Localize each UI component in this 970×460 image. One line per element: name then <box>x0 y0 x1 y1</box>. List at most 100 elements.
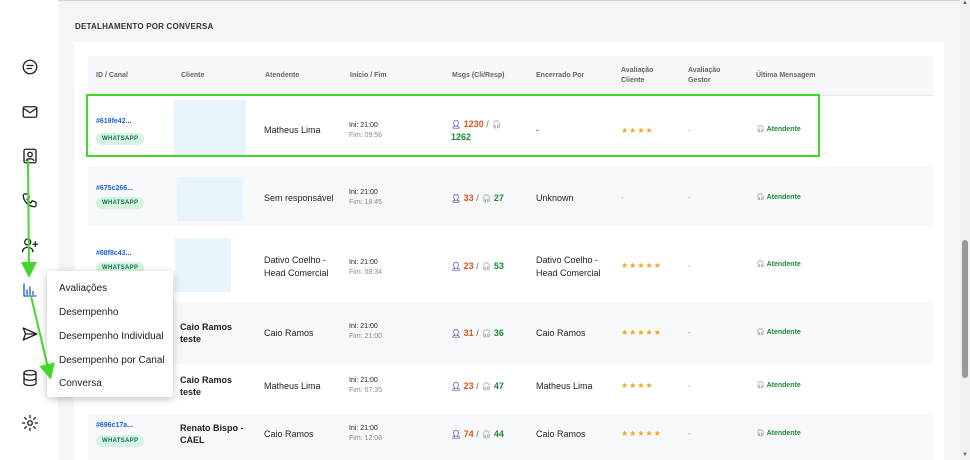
scroll-down-icon[interactable]: ▼ <box>962 452 968 458</box>
manager-rating: - <box>688 126 691 135</box>
gear-icon[interactable] <box>19 412 41 434</box>
ended-by: Caio Ramos <box>536 328 586 338</box>
phone-icon[interactable] <box>19 189 41 211</box>
headset-icon: 🎧︎ <box>756 194 765 201</box>
mail-icon[interactable] <box>19 101 41 123</box>
message-counts: 👤︎ 23 / 🎧︎ 53 <box>451 261 504 271</box>
menu-item-desempenho[interactable]: Desempenho <box>59 307 119 318</box>
menu-item-avaliacoes[interactable]: Avaliações <box>59 283 108 294</box>
table-row[interactable]: #696c17a... WHATSAPP Renato Bispo - CAEL… <box>88 414 933 460</box>
table-row[interactable]: Caio Ramos teste Caio Ramos Ini: 21:00 Fi… <box>88 302 933 364</box>
contact-card-icon[interactable] <box>19 145 41 167</box>
headset-icon: 🎧︎ <box>481 329 492 338</box>
headset-icon: 🎧︎ <box>756 382 765 389</box>
last-message: 🎧︎ Atendente <box>756 194 801 201</box>
menu-item-desempenho-por-canal[interactable]: Desempenho por Canal <box>59 355 165 366</box>
bar-chart-icon[interactable] <box>19 279 41 301</box>
conversation-id[interactable]: #696c17a... <box>96 422 133 429</box>
client-name: Caio Ramos teste <box>180 375 233 397</box>
client-avatar-placeholder <box>175 238 231 292</box>
database-icon[interactable] <box>19 367 41 389</box>
manager-rating: - <box>688 328 691 337</box>
channel-badge: WHATSAPP <box>96 197 145 209</box>
highlight-box <box>86 94 820 157</box>
message-counts: 👤︎ 23 / 🎧︎ 47 <box>451 381 504 391</box>
last-message: 🎧︎ Atendente <box>756 126 801 133</box>
user-icon: 👤︎ <box>451 329 462 338</box>
headset-icon: 🎧︎ <box>756 329 765 336</box>
user-icon: 👤︎ <box>451 120 462 129</box>
ended-by: - <box>536 125 539 135</box>
message-counts: 👤︎ 33 / 🎧︎ 27 <box>451 193 504 203</box>
client-name: Renato Bispo - CAEL <box>180 423 244 445</box>
column-header: Atendente <box>265 72 300 79</box>
client-name: Caio Ramos teste <box>180 322 233 344</box>
user-add-icon[interactable] <box>19 234 41 256</box>
top-divider <box>0 0 960 1</box>
user-icon: 👤︎ <box>451 194 462 203</box>
message-counts: 👤︎ 31 / 🎧︎ 36 <box>451 328 504 338</box>
column-header: Última Mensagem <box>756 72 816 79</box>
channel-badge: WHATSAPP <box>96 133 145 145</box>
reports-menu: Avaliações Desempenho Desempenho Individ… <box>47 271 173 397</box>
headset-icon: 🎧︎ <box>756 430 765 437</box>
headset-icon: 🎧︎ <box>481 382 492 391</box>
client-rating-stars: ★★★★★ <box>621 429 662 438</box>
agent-name: Caio Ramos <box>264 429 314 439</box>
column-header: Encerrado Por <box>536 72 585 79</box>
user-icon: 👤︎ <box>451 430 462 439</box>
agent-name: Sem responsável <box>264 193 334 203</box>
table-row[interactable]: #619fe42... WHATSAPP Matheus Lima Ini: 2… <box>88 96 933 156</box>
agent-name: Matheus Lima <box>264 125 321 135</box>
client-rating-stars: ★★★★ <box>621 381 654 390</box>
client-avatar-placeholder <box>177 177 243 221</box>
chat-icon[interactable] <box>19 56 41 78</box>
client-rating-stars: ★★★★★ <box>621 328 662 337</box>
table-row[interactable]: #675c266... WHATSAPP Sem responsável Ini… <box>88 166 933 226</box>
agent-name: Caio Ramos <box>264 328 314 338</box>
conversation-id[interactable]: #619fe42... <box>96 118 132 125</box>
headset-icon: 🎧︎ <box>491 120 502 129</box>
client-rating-stars: ★★★★ <box>621 126 654 135</box>
last-message: 🎧︎ Atendente <box>756 261 801 268</box>
last-message: 🎧︎ Atendente <box>756 329 801 336</box>
message-counts: 👤︎ 1230 / 🎧︎ 1262 <box>451 119 502 142</box>
table-header: ID / Canal Cliente Atendente Início / Fi… <box>88 56 933 96</box>
time-range: Ini: 21:00 Fim: 07:35 <box>349 377 383 394</box>
channel-badge: WHATSAPP <box>96 435 145 447</box>
conversation-id[interactable]: #68f8c43... <box>96 250 132 257</box>
manager-rating: - <box>688 429 691 438</box>
headset-icon: 🎧︎ <box>481 430 492 439</box>
send-icon[interactable] <box>19 323 41 345</box>
message-counts: 👤︎ 74 / 🎧︎ 44 <box>451 429 504 439</box>
ended-by: Matheus Lima <box>536 381 593 391</box>
menu-item-desempenho-individual[interactable]: Desempenho Individual <box>59 331 164 342</box>
time-range: Ini: 21:00 Fim: 09:56 <box>349 122 383 139</box>
headset-icon: 🎧︎ <box>481 262 492 271</box>
column-header: ID / Canal <box>96 72 128 79</box>
client-rating: - <box>621 193 624 202</box>
headset-icon: 🎧︎ <box>756 261 765 268</box>
column-header: Avaliação Gestor <box>688 67 721 84</box>
client-avatar-placeholder <box>174 100 246 156</box>
user-icon: 👤︎ <box>451 262 462 271</box>
manager-rating: - <box>688 261 691 270</box>
last-message: 🎧︎ Atendente <box>756 430 801 437</box>
scrollbar-thumb[interactable] <box>962 240 968 378</box>
table-row[interactable]: #68f8c43... WHATSAPP Dativo Coelho - Hea… <box>88 228 933 300</box>
column-header: Início / Fim <box>350 72 387 79</box>
scrollbar-track[interactable] <box>960 0 970 460</box>
time-range: Ini: 21:00 Fim: 21:00 <box>349 323 383 340</box>
time-range: Ini: 21:00 Fim: 12:08 <box>349 425 383 442</box>
column-header: Avaliação Cliente <box>621 67 654 84</box>
column-header: Msgs (Cli/Resp) <box>452 72 505 79</box>
time-range: Ini: 21:00 Fim: 08:34 <box>349 259 383 276</box>
menu-item-conversa[interactable]: Conversa <box>59 378 102 389</box>
scroll-up-icon[interactable]: ▲ <box>962 0 968 6</box>
manager-rating: - <box>688 193 691 202</box>
table-row[interactable]: Caio Ramos teste Matheus Lima Ini: 21:00… <box>88 366 933 412</box>
column-header: Cliente <box>181 72 205 79</box>
agent-name: Dativo Coelho - Head Comercial <box>264 255 329 278</box>
conversation-id[interactable]: #675c266... <box>96 185 133 192</box>
headset-icon: 🎧︎ <box>481 194 492 203</box>
